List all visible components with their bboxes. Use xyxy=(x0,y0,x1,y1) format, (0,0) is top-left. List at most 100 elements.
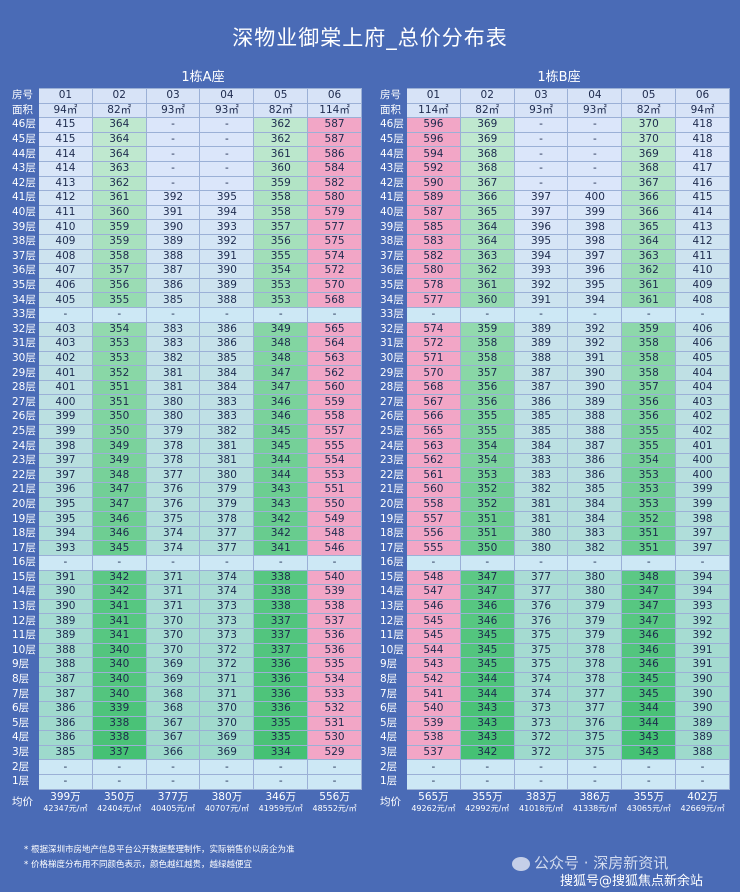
price-cell: 362 xyxy=(459,263,515,279)
price-cell: 344 xyxy=(459,671,515,688)
price-cell: 381 xyxy=(145,379,201,396)
price-cell: 375 xyxy=(145,511,201,527)
floor-row: 18层 556 351 380 383 351 397 xyxy=(378,525,730,542)
price-cell: 340 xyxy=(91,686,147,702)
price-cell: 369 xyxy=(459,131,515,148)
floor-label: 23层 xyxy=(10,452,39,469)
floor-row: 35层 578 361 392 395 361 409 xyxy=(378,277,730,294)
price-cell: 399 xyxy=(38,423,93,440)
price-cell: 384 xyxy=(199,379,255,396)
price-cell: 578 xyxy=(406,277,461,294)
floor-row: 43层 592 368- -368 417 xyxy=(378,160,730,177)
price-cell: 338 xyxy=(253,598,309,615)
price-cell: 351 xyxy=(459,511,515,527)
price-cell: 346 xyxy=(91,525,147,542)
price-cell: 548 xyxy=(307,525,362,542)
unit-area: 93㎡ xyxy=(199,102,255,119)
average-cell: 565万 49262元/㎡ xyxy=(406,788,461,817)
price-cell: 376 xyxy=(513,598,569,615)
price-cell: 341 xyxy=(91,627,147,644)
price-cell: 379 xyxy=(567,598,623,615)
price-cell: 391 xyxy=(567,350,623,367)
price-cell: 388 xyxy=(38,642,93,659)
floor-label: 25层 xyxy=(10,423,39,440)
price-cell: 394 xyxy=(199,204,255,221)
floor-row: 15层 548 347 377 380 348 394 xyxy=(378,569,730,586)
price-cell: 341 xyxy=(253,540,309,556)
price-cell: 364 xyxy=(91,146,147,162)
price-cell: 350 xyxy=(91,409,147,425)
price-cell: 384 xyxy=(513,438,569,454)
price-cell: 545 xyxy=(406,627,461,644)
price-cell: - xyxy=(199,306,255,323)
floor-row: 23层 562 354 383 386 354 400 xyxy=(378,452,730,469)
price-cell: 390 xyxy=(145,219,201,235)
floor-label: 6层 xyxy=(10,700,39,717)
price-cell: 553 xyxy=(307,467,362,484)
price-cell: 557 xyxy=(307,423,362,440)
price-cell: 369 xyxy=(459,117,515,133)
price-cell: 367 xyxy=(459,175,515,192)
price-cell: 398 xyxy=(567,233,623,250)
price-cell: 355 xyxy=(621,438,677,454)
price-cell: 380 xyxy=(513,525,569,542)
unit-number: 06 xyxy=(307,88,362,104)
price-cell: 356 xyxy=(91,277,147,294)
area-label: 面积 xyxy=(10,102,39,119)
floor-row: 32层 574 359 389 392 359 406 xyxy=(378,321,730,338)
price-cell: 400 xyxy=(567,190,623,206)
floor-label: 6层 xyxy=(378,700,407,717)
price-cell: 407 xyxy=(38,263,93,279)
price-cell: 369 xyxy=(145,657,201,673)
price-cell: 386 xyxy=(145,277,201,294)
floor-row: 28层 401 351 381 384 347 560 xyxy=(10,379,362,396)
building-b-title: 1栋B座 xyxy=(537,70,581,85)
price-cell: 372 xyxy=(199,642,255,659)
price-cell: 383 xyxy=(513,467,569,484)
price-cell: 382 xyxy=(513,482,569,498)
floor-row: 9层 543 345 375 378 346 391 xyxy=(378,657,730,673)
price-cell: - xyxy=(459,306,515,323)
price-cell: 580 xyxy=(307,190,362,206)
price-cell: 539 xyxy=(406,715,461,732)
price-cell: 351 xyxy=(621,540,677,556)
price-cell: 346 xyxy=(459,598,515,615)
average-total-price: 377万 xyxy=(157,790,189,803)
price-cell: 358 xyxy=(91,248,147,265)
price-cell: 342 xyxy=(253,525,309,542)
price-cell: 572 xyxy=(307,263,362,279)
price-cell: 356 xyxy=(459,379,515,396)
price-cell: 401 xyxy=(38,379,93,396)
average-total-price: 386万 xyxy=(579,790,611,803)
floor-label: 10层 xyxy=(10,642,39,659)
floor-label: 12层 xyxy=(10,613,39,629)
price-cell: 341 xyxy=(91,613,147,629)
price-cell: 363 xyxy=(91,160,147,177)
price-cell: - xyxy=(513,146,569,162)
price-cell: 337 xyxy=(91,744,147,761)
price-cell: 570 xyxy=(406,365,461,381)
floor-label: 35层 xyxy=(378,277,407,294)
price-cell: 353 xyxy=(253,292,309,308)
floor-row: 24层 398 349 378 381 345 555 xyxy=(10,438,362,454)
price-cell: 362 xyxy=(91,175,147,192)
average-unit-price: 42404元/㎡ xyxy=(97,803,142,813)
price-cell: 390 xyxy=(675,700,730,717)
price-cell: 344 xyxy=(253,467,309,484)
floor-label: 25层 xyxy=(378,423,407,440)
wechat-icon xyxy=(512,856,530,871)
price-cell: 596 xyxy=(406,117,461,133)
price-cell: 343 xyxy=(459,730,515,746)
building-a-title: 1栋A座 xyxy=(181,70,225,85)
price-cell: - xyxy=(145,175,201,192)
floor-label: 26层 xyxy=(378,409,407,425)
price-cell: 383 xyxy=(513,452,569,469)
floor-row: 18层 394 346 374 377 342 548 xyxy=(10,525,362,542)
floor-row: 38层 583 364 395 398 364 412 xyxy=(378,233,730,250)
floor-row: 23层 397 349 378 381 344 554 xyxy=(10,452,362,469)
floor-row: 36层 407 357 387 390 354 572 xyxy=(10,263,362,279)
average-total-price: 399万 xyxy=(50,790,81,803)
price-cell: 340 xyxy=(91,657,147,673)
price-cell: 382 xyxy=(145,350,201,367)
price-cell: 361 xyxy=(459,277,515,294)
